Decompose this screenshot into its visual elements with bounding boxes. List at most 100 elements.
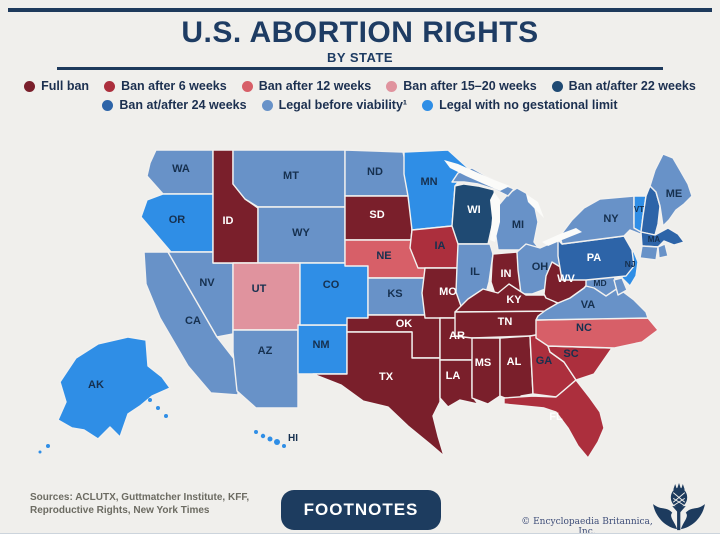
- state-label-WA: WA: [172, 163, 190, 175]
- state-label-ID: ID: [223, 215, 234, 227]
- state-DE: [613, 277, 628, 296]
- state-RI: [657, 243, 669, 259]
- state-UT: [232, 262, 301, 331]
- state-label-MN: MN: [420, 176, 437, 188]
- state-label-LA: LA: [446, 370, 461, 382]
- state-label-WY: WY: [292, 227, 310, 239]
- legend-swatch-ban_12: [241, 80, 253, 92]
- state-label-HI: HI: [288, 433, 298, 444]
- state-AL: [499, 335, 534, 404]
- state-label-VT: VT: [634, 205, 644, 214]
- state-label-OH: OH: [532, 261, 549, 273]
- state-label-MD: MD: [593, 278, 606, 288]
- state-label-TN: TN: [498, 316, 513, 328]
- legend-label-no_limit: Legal with no gestational limit: [439, 98, 618, 112]
- state-AK-island: [148, 398, 152, 402]
- state-label-IA: IA: [435, 240, 446, 252]
- state-label-OR: OR: [169, 214, 186, 226]
- state-label-UT: UT: [252, 283, 267, 295]
- legend-swatch-no_limit: [422, 99, 434, 111]
- state-label-CA: CA: [185, 315, 201, 327]
- state-AK-island: [38, 450, 42, 454]
- state-AK-island: [156, 406, 160, 410]
- state-HI-island: [260, 433, 266, 439]
- bottom-strip: [0, 533, 720, 539]
- state-MS: [471, 337, 501, 405]
- state-label-PA: PA: [587, 252, 602, 264]
- state-label-OK: OK: [396, 318, 413, 330]
- state-AK-island: [164, 414, 168, 418]
- page-subtitle: BY STATE: [326, 50, 394, 65]
- state-HI-island: [267, 436, 273, 442]
- legend-swatch-ban_6: [104, 80, 116, 92]
- state-AZ: [232, 329, 299, 409]
- legend-swatch-ban_24: [102, 99, 114, 111]
- footnotes-button[interactable]: FOOTNOTES: [281, 490, 441, 530]
- legend-label-ban_22: Ban at/after 22 weeks: [568, 79, 696, 93]
- top-rule: [8, 8, 712, 12]
- state-label-NC: NC: [576, 322, 592, 334]
- state-AK: [57, 336, 171, 440]
- state-TX: [312, 331, 445, 457]
- state-label-NM: NM: [312, 339, 329, 351]
- legend-label-ban_6: Ban after 6 weeks: [121, 79, 227, 93]
- state-label-ND: ND: [367, 166, 383, 178]
- state-label-SC: SC: [563, 348, 578, 360]
- state-AK-island: [46, 444, 50, 448]
- great-lake-3: [526, 194, 544, 218]
- state-HI-island: [274, 439, 280, 445]
- state-label-CO: CO: [323, 279, 340, 291]
- legend-label-ban_24: Ban at/after 24 weeks: [119, 98, 247, 112]
- state-CO: [299, 262, 369, 326]
- legend-item-ban_24: Ban at/after 24 weeks: [102, 98, 247, 112]
- state-label-MO: MO: [439, 286, 457, 298]
- legend-item-ban_22: Ban at/after 22 weeks: [551, 79, 696, 93]
- state-label-AK: AK: [88, 379, 104, 391]
- state-label-FL: FL: [549, 411, 563, 423]
- title-rule: [57, 67, 663, 70]
- state-CT: [639, 245, 659, 261]
- state-label-IN: IN: [501, 268, 512, 280]
- legend-swatch-full_ban: [24, 80, 36, 92]
- state-label-SD: SD: [369, 209, 384, 221]
- legend-label-viability: Legal before viability¹: [278, 98, 408, 112]
- legend-swatch-viability: [261, 99, 273, 111]
- state-label-NV: NV: [199, 277, 215, 289]
- state-label-ME: ME: [666, 188, 683, 200]
- legend-item-viability: Legal before viability¹: [261, 98, 408, 112]
- state-label-KS: KS: [387, 288, 402, 300]
- page-title: U.S. ABORTION RIGHTS: [181, 16, 539, 49]
- state-label-KY: KY: [506, 294, 522, 306]
- sources-line-2: Reproductive Rights, New York Times: [30, 505, 210, 516]
- legend-row-1: Full ban Ban after 6 weeks Ban after 12 we…: [0, 79, 720, 93]
- state-label-MI: MI: [512, 219, 524, 231]
- state-HI-island: [254, 430, 258, 434]
- state-NC: [535, 317, 659, 349]
- state-label-MT: MT: [283, 170, 299, 182]
- great-lake-1: [444, 160, 510, 191]
- state-label-VA: VA: [581, 299, 596, 311]
- sources-note: Sources: ACLUTX, Guttmatcher Institute, …: [30, 491, 290, 517]
- copyright-note: © Encyclopaedia Britannica, Inc.: [521, 517, 653, 537]
- legend-item-no_limit: Legal with no gestational limit: [422, 98, 618, 112]
- state-label-NY: NY: [603, 213, 619, 225]
- great-lake-4: [542, 228, 582, 246]
- state-FL: [503, 379, 605, 459]
- state-label-GA: GA: [536, 355, 553, 367]
- legend-item-ban_12: Ban after 12 weeks: [241, 79, 371, 93]
- state-HI-island: [282, 444, 286, 448]
- state-label-NE: NE: [376, 250, 391, 262]
- legend-item-full_ban: Full ban: [24, 79, 89, 93]
- sources-line-1: Sources: ACLUTX, Guttmatcher Institute, …: [30, 492, 250, 503]
- legend-swatch-ban_15_20: [386, 80, 398, 92]
- state-label-MS: MS: [475, 357, 492, 369]
- state-label-AZ: AZ: [258, 345, 273, 357]
- state-label-TX: TX: [379, 371, 394, 383]
- state-label-WI: WI: [467, 204, 480, 216]
- state-ME: [649, 153, 693, 227]
- great-lake-2: [490, 192, 500, 242]
- state-label-NJ: NJ: [625, 259, 636, 269]
- legend-swatch-ban_22: [551, 80, 563, 92]
